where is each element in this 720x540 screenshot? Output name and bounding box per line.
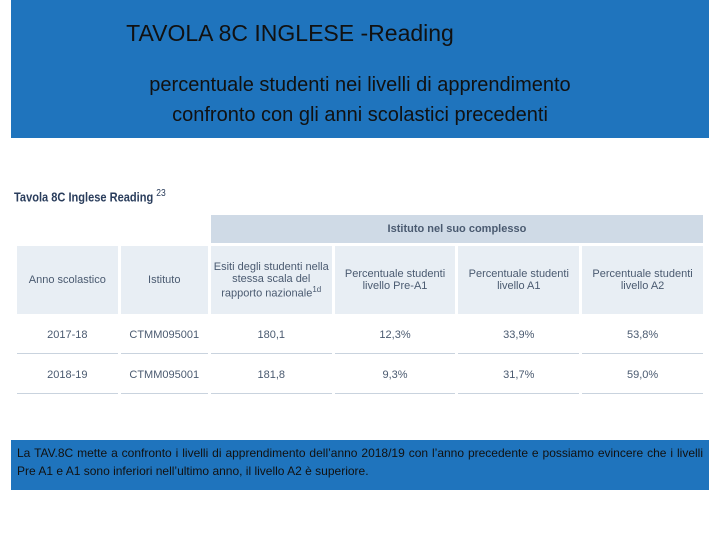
table-cell: 2017-18 xyxy=(17,317,118,354)
header-box: TAVOLA 8C INGLESE -Reading percentuale s… xyxy=(11,0,709,138)
subtitle-line: confronto con gli anni scolastici preced… xyxy=(172,104,548,126)
table-cell: 12,3% xyxy=(334,317,456,354)
column-header: Anno scolastico xyxy=(17,246,118,314)
column-header-text: Percentuale studenti livello A2 xyxy=(592,268,693,292)
table-cell: 181,8 xyxy=(210,357,332,394)
subtitle-line: percentuale studenti nei livelli di appr… xyxy=(149,74,571,96)
column-header: Percentuale studenti livello Pre-A1 xyxy=(334,246,456,314)
caption-text: Tavola 8C Inglese Reading xyxy=(14,189,154,205)
table-cell: 2018-19 xyxy=(17,357,118,394)
table-row: 2018-19 CTMM095001 181,8 9,3% 31,7% 59,0% xyxy=(17,357,703,394)
table-cell: 53,8% xyxy=(582,317,703,354)
table-caption: Tavola 8C Inglese Reading 23 xyxy=(14,188,166,204)
title: TAVOLA 8C INGLESE -Reading xyxy=(126,20,454,46)
column-header: Percentuale studenti livello A2 xyxy=(582,246,703,314)
footer-box: La TAV.8C mette a confronto i livelli di… xyxy=(11,440,709,490)
table-row: 2017-18 CTMM095001 180,1 12,3% 33,9% 53,8% xyxy=(17,317,703,354)
table-cell: 31,7% xyxy=(458,357,580,394)
column-header: Esiti degli studenti nella stessa scala … xyxy=(210,246,332,314)
column-header-text: Anno scolastico xyxy=(28,274,106,286)
column-header-text: Esiti degli studenti nella stessa scala … xyxy=(213,260,329,300)
footer-text: La TAV.8C mette a confronto i livelli di… xyxy=(17,446,703,478)
table-cell: 9,3% xyxy=(334,357,456,394)
column-header-text: Percentuale studenti livello Pre-A1 xyxy=(344,268,446,292)
subtitle: percentuale studenti nei livelli di appr… xyxy=(11,70,709,130)
table-cell: CTMM095001 xyxy=(120,357,208,394)
column-header: Percentuale studenti livello A1 xyxy=(458,246,580,314)
table-cell: CTMM095001 xyxy=(120,317,208,354)
caption-note: 23 xyxy=(156,188,166,199)
column-header-text: Istituto xyxy=(148,274,181,286)
group-header: Istituto nel suo complesso xyxy=(210,215,703,243)
column-headers: Anno scolastico Istituto Esiti degli stude… xyxy=(17,246,703,314)
table-cell: 180,1 xyxy=(210,317,332,354)
column-header: Istituto xyxy=(120,246,208,314)
table-cell: 33,9% xyxy=(458,317,580,354)
blank xyxy=(121,215,208,243)
table-cell: 59,0% xyxy=(582,357,703,394)
blank xyxy=(17,215,118,243)
column-note: 1d xyxy=(312,284,322,294)
table-body: 2017-18 CTMM095001 180,1 12,3% 33,9% 53,8% 201… xyxy=(17,317,703,394)
table: Istituto nel suo complesso Anno scolasti… xyxy=(14,212,706,397)
column-header-text: Percentuale studenti livello A1 xyxy=(468,268,569,292)
